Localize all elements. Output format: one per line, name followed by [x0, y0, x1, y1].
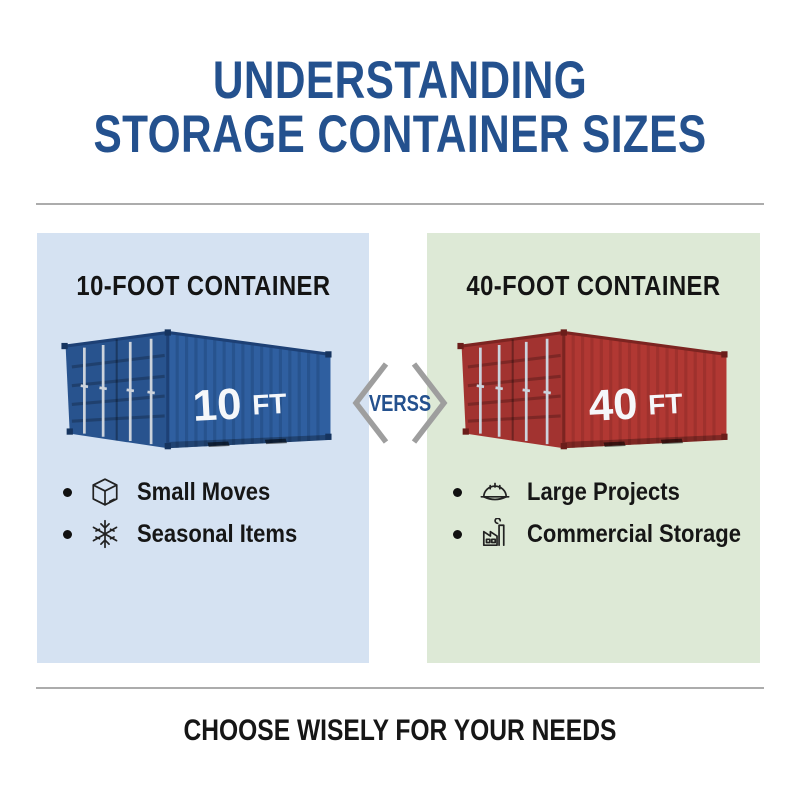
bullet-dot — [453, 529, 462, 539]
panel-10-bullets: Small Moves Seasonal Items — [63, 471, 365, 555]
page-title: UNDERSTANDING STORAGE CONTAINER SIZES — [0, 51, 800, 165]
list-item: Seasonal Items — [63, 513, 365, 555]
bullet-label: Large Projects — [527, 477, 680, 506]
panel-10-foot: 10-FOOT CONTAINER 10 FT — [37, 233, 369, 663]
versus-label: VERSS — [369, 391, 431, 416]
list-item: Large Projects — [453, 471, 756, 513]
blue-container-illustration: 10 FT — [61, 329, 332, 450]
list-item: Small Moves — [63, 471, 365, 513]
footer-tagline-label: CHOOSE WISELY FOR YOUR NEEDS — [183, 714, 617, 747]
bullet-label: Seasonal Items — [137, 519, 298, 548]
size-unit: FT — [251, 388, 287, 421]
container-size-label: 40 FT — [587, 379, 683, 430]
panel-10-header: 10-FOOT CONTAINER — [37, 270, 369, 302]
factory-icon — [482, 518, 505, 547]
top-divider — [36, 203, 764, 205]
panel-40-header: 40-FOOT CONTAINER — [427, 270, 760, 302]
panel-10-header-label: 10-FOOT CONTAINER — [75, 270, 331, 301]
bullet-label: Commercial Storage — [527, 519, 741, 548]
bullet-label: Small Moves — [137, 477, 271, 506]
snowflake-icon — [92, 519, 118, 549]
red-container-illustration: 40 FT — [457, 329, 728, 450]
bullet-dot — [63, 487, 72, 497]
chevron-left-icon — [352, 362, 389, 444]
title-line-1: UNDERSTANDING — [212, 51, 588, 110]
size-unit: FT — [647, 388, 683, 421]
container-size-label: 10 FT — [191, 379, 287, 430]
list-item: Commercial Storage — [453, 513, 756, 555]
panel-40-foot: 40-FOOT CONTAINER 40 FT — [427, 233, 760, 663]
box-icon — [92, 478, 118, 506]
panel-40-bullets: Large Projects Commercial Storage — [453, 471, 756, 555]
versus-badge: VERSS — [352, 362, 448, 444]
bullet-dot — [63, 529, 72, 539]
title-line-2: STORAGE CONTAINER SIZES — [93, 105, 707, 165]
panel-40-header-label: 40-FOOT CONTAINER — [466, 270, 721, 301]
size-number: 10 — [191, 379, 242, 430]
bullet-dot — [453, 487, 462, 497]
hardhat-icon — [480, 482, 510, 501]
bottom-divider — [36, 687, 764, 689]
size-number: 40 — [587, 379, 638, 430]
chevron-right-icon — [411, 362, 448, 444]
footer-tagline: CHOOSE WISELY FOR YOUR NEEDS — [0, 714, 800, 748]
